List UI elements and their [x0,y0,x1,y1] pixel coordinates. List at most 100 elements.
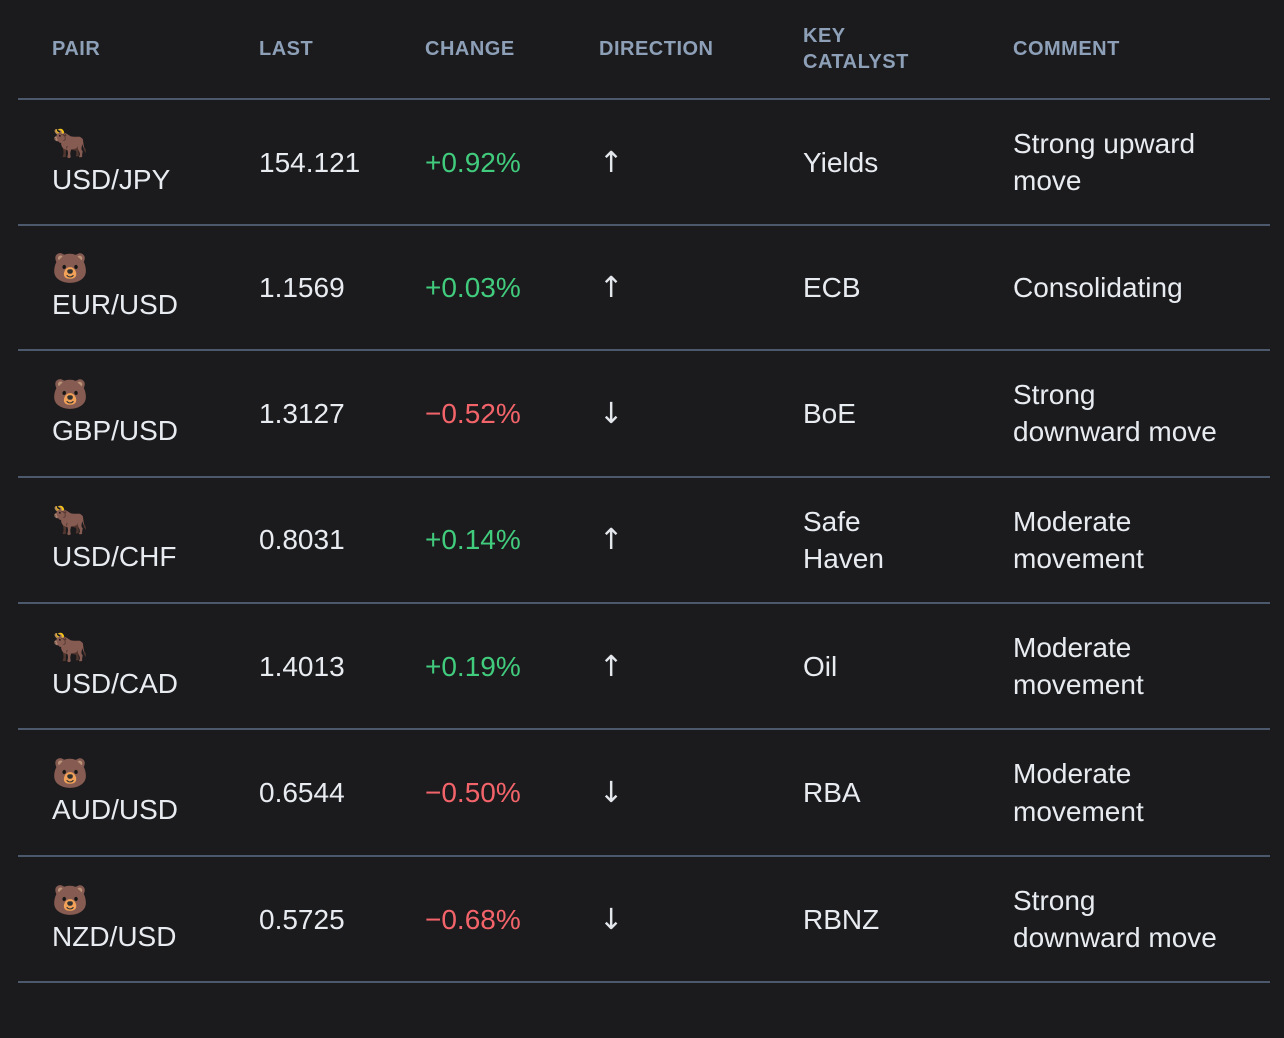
direction-cell: ↓ [599,748,803,837]
comment-label: Strong downward move [1013,379,1217,448]
column-header-last: LAST [259,36,425,62]
change-cell: +0.19% [425,623,599,710]
last-price-value: 0.6544 [259,777,345,809]
last-price-cell: 0.5725 [259,876,425,963]
change-value: +0.14% [425,524,521,556]
direction-arrow-icon: ↓ [599,396,624,431]
last-price-value: 0.5725 [259,903,345,935]
catalyst-cell: RBA [803,749,1013,836]
last-price-cell: 0.8031 [259,496,425,583]
change-value: +0.92% [425,146,521,178]
direction-arrow-icon: ↑ [599,522,624,557]
change-value: +0.03% [425,272,521,304]
last-price-cell: 1.4013 [259,623,425,710]
direction-cell: ↑ [599,243,803,332]
last-price-value: 1.1569 [259,272,345,304]
column-header-label: CHANGE [425,38,515,60]
bear-icon: 🐻 [52,377,89,411]
change-cell: +0.92% [425,119,599,206]
last-price-value: 1.3127 [259,397,345,429]
comment-cell: Strong downward move [1013,857,1270,981]
change-cell: +0.03% [425,244,599,331]
bear-icon: 🐻 [52,756,89,791]
column-header-direction: DIRECTION [599,36,803,62]
comment-cell: Moderate movement [1013,730,1270,854]
pair-label: AUD/USD [52,794,179,826]
direction-arrow-icon: ↑ [599,270,624,305]
pair-cell: 🐻 NZD/USD [52,858,259,981]
table-row: 🐻 GBP/USD 1.3127 −0.52% ↓ BoE Strong dow… [18,351,1270,478]
last-price-value: 0.8031 [259,524,345,556]
change-value: −0.52% [425,397,521,429]
comment-label: Strong upward move [1013,128,1196,197]
pair-label: EUR/USD [52,289,179,321]
last-price-cell: 154.121 [259,119,425,206]
table-row: 🐂 USD/CAD 1.4013 +0.19% ↑ Oil Moderate m… [18,604,1270,731]
pair-label: USD/CHF [52,541,177,573]
direction-arrow-icon: ↑ [599,144,624,179]
column-header-change: CHANGE [425,36,599,62]
catalyst-label: BoE [803,397,856,429]
comment-cell: Consolidating [1013,244,1270,331]
last-price-cell: 0.6544 [259,749,425,836]
catalyst-cell: Oil [803,623,1013,710]
column-header-label: KEY CATALYST [803,25,909,73]
bear-icon: 🐻 [52,251,89,286]
table-row: 🐻 AUD/USD 0.6544 −0.50% ↓ RBA Moderate m… [18,730,1270,857]
catalyst-label: RBA [803,777,861,809]
change-value: −0.68% [425,903,521,935]
change-value: +0.19% [425,650,521,682]
comment-cell: Strong upward move [1013,100,1270,224]
pair-cell: 🐻 AUD/USD [52,731,259,854]
change-value: −0.50% [425,777,521,809]
ox-bull-icon: 🐂 [52,125,89,160]
pair-label: USD/JPY [52,163,171,195]
pair-cell: 🐂 USD/CHF [52,478,259,601]
direction-arrow-icon: ↑ [599,648,624,683]
comment-label: Consolidating [1013,272,1183,304]
catalyst-cell: ECB [803,244,1013,331]
comment-label: Strong downward move [1013,884,1217,954]
last-price-cell: 1.1569 [259,244,425,331]
column-header-comment: COMMENT [1013,36,1270,62]
column-header-label: DIRECTION [599,38,714,60]
column-header-label: COMMENT [1013,38,1120,60]
table-row: 🐻 EUR/USD 1.1569 +0.03% ↑ ECB Consolidat… [18,226,1270,352]
catalyst-cell: Yields [803,119,1013,206]
direction-cell: ↓ [599,369,803,458]
comment-label: Moderate movement [1013,632,1144,701]
direction-arrow-icon: ↓ [599,901,624,936]
change-cell: +0.14% [425,496,599,583]
direction-cell: ↑ [599,118,803,207]
pair-cell: 🐂 USD/CAD [52,605,259,728]
direction-cell: ↓ [599,875,803,964]
bear-icon: 🐻 [52,882,89,917]
table-row: 🐂 USD/CHF 0.8031 +0.14% ↑ Safe Haven Mod… [18,478,1270,604]
pair-cell: 🐻 EUR/USD [52,226,259,349]
comment-cell: Moderate movement [1013,478,1270,602]
column-header-pair: PAIR [52,36,259,62]
catalyst-label: RBNZ [803,903,880,935]
change-cell: −0.52% [425,370,599,457]
catalyst-label: ECB [803,272,861,304]
direction-arrow-icon: ↓ [599,775,624,810]
catalyst-cell: BoE [803,370,1013,457]
catalyst-label: Oil [803,650,838,682]
column-header-label: PAIR [52,38,101,60]
pair-cell: 🐻 GBP/USD [52,352,259,475]
catalyst-cell: RBNZ [803,876,1013,963]
comment-cell: Strong downward move [1013,351,1270,475]
comment-label: Moderate movement [1013,505,1144,574]
pair-label: GBP/USD [52,414,179,446]
change-cell: −0.50% [425,749,599,836]
direction-cell: ↑ [599,622,803,711]
column-header-label: LAST [259,38,314,60]
column-header-catalyst: KEY CATALYST [803,23,1013,75]
table-body: 🐂 USD/JPY 154.121 +0.92% ↑ Yields Strong… [18,100,1270,984]
last-price-cell: 1.3127 [259,370,425,457]
ox-bull-icon: 🐂 [52,503,89,538]
table-row: 🐻 NZD/USD 0.5725 −0.68% ↓ RBNZ Strong do… [18,857,1270,984]
last-price-value: 154.121 [259,146,361,178]
pair-label: NZD/USD [52,920,177,952]
pair-label: USD/CAD [52,667,179,699]
